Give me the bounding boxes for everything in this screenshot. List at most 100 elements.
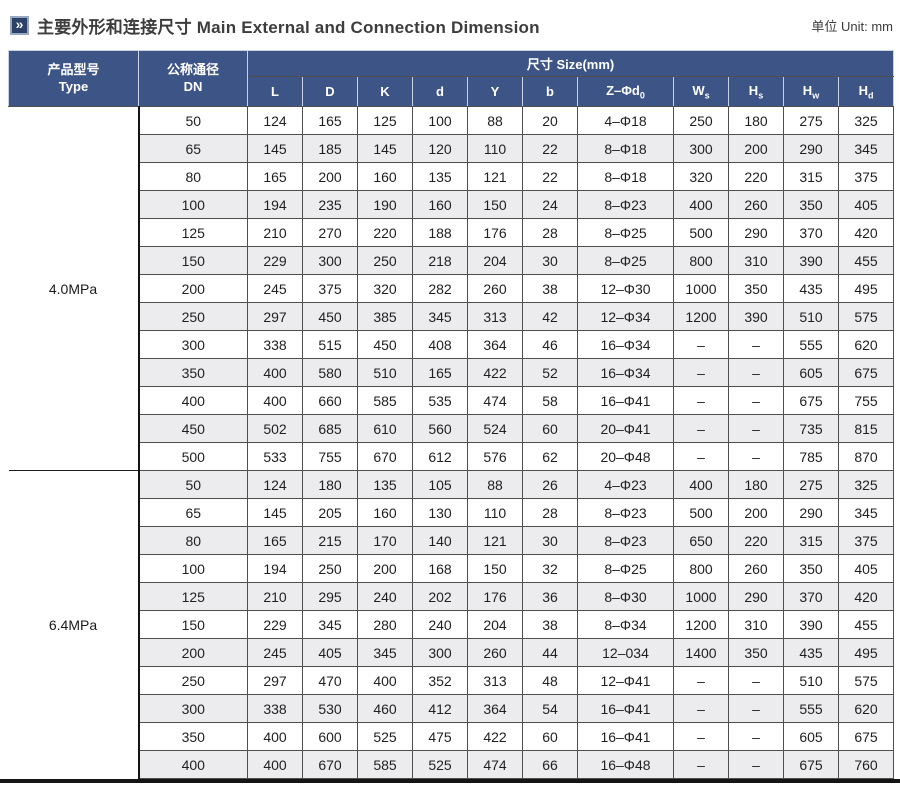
dn-cell: 50: [138, 106, 248, 135]
value-cell: 60: [522, 414, 578, 443]
value-cell: 605: [783, 358, 839, 387]
value-cell: 210: [247, 582, 303, 611]
value-cell: 510: [783, 666, 839, 695]
type-header-zh: 产品型号: [47, 62, 100, 78]
column-header-Z-d0: Z–Φd0: [577, 76, 674, 107]
value-cell: 405: [837, 190, 895, 219]
value-cell: 240: [357, 582, 413, 611]
value-cell: 315: [783, 162, 839, 191]
value-cell: 290: [728, 582, 784, 611]
value-cell: 62: [522, 442, 578, 471]
dimension-table-body: 4.0MPa 50 124 165 125 100 88 20 4–Φ18 250 180 275 32…: [8, 106, 895, 779]
value-cell: 110: [467, 498, 523, 527]
value-cell: 16–Φ41: [577, 722, 674, 751]
value-cell: 100: [412, 106, 468, 135]
value-cell: 270: [302, 218, 358, 247]
value-cell: 38: [522, 610, 578, 639]
value-cell: 204: [467, 246, 523, 275]
dn-cell: 80: [138, 526, 248, 555]
value-cell: 870: [837, 442, 895, 471]
value-cell: 160: [412, 190, 468, 219]
value-cell: 12–Φ30: [577, 274, 674, 303]
value-cell: –: [673, 358, 729, 387]
value-cell: 58: [522, 386, 578, 415]
value-cell: 502: [247, 414, 303, 443]
value-cell: 240: [412, 610, 468, 639]
value-cell: 422: [467, 358, 523, 387]
value-cell: 675: [837, 358, 895, 387]
value-cell: 297: [247, 666, 303, 695]
column-header-size: 尺寸 Size(mm): [246, 50, 895, 77]
value-cell: 495: [837, 638, 895, 667]
dn-cell: 65: [138, 134, 248, 163]
value-cell: 800: [673, 246, 729, 275]
value-cell: –: [673, 386, 729, 415]
value-cell: 420: [837, 218, 895, 247]
value-cell: 400: [247, 386, 303, 415]
value-cell: 140: [412, 526, 468, 555]
value-cell: 400: [357, 666, 413, 695]
dn-cell: 250: [138, 666, 248, 695]
value-cell: 435: [783, 638, 839, 667]
value-cell: 280: [357, 610, 413, 639]
value-cell: 290: [783, 498, 839, 527]
value-cell: 370: [783, 218, 839, 247]
value-cell: 525: [357, 722, 413, 751]
value-cell: 460: [357, 694, 413, 723]
dn-cell: 400: [138, 386, 248, 415]
value-cell: 28: [522, 498, 578, 527]
value-cell: 205: [302, 498, 358, 527]
value-cell: 515: [302, 330, 358, 359]
value-cell: 124: [247, 106, 303, 135]
value-cell: 620: [837, 330, 895, 359]
value-cell: 22: [522, 162, 578, 191]
value-cell: 176: [467, 582, 523, 611]
value-cell: 510: [357, 358, 413, 387]
value-cell: 26: [522, 470, 578, 499]
value-cell: 8–Φ23: [577, 526, 674, 555]
value-cell: 16–Φ41: [577, 386, 674, 415]
value-cell: 210: [247, 218, 303, 247]
value-cell: 1400: [673, 638, 729, 667]
value-cell: 400: [673, 470, 729, 499]
value-cell: 400: [247, 722, 303, 751]
column-header-Hd: Hd: [837, 76, 895, 107]
value-cell: 422: [467, 722, 523, 751]
value-cell: 575: [837, 666, 895, 695]
value-cell: 675: [783, 386, 839, 415]
value-cell: 4–Φ23: [577, 470, 674, 499]
value-cell: 400: [673, 190, 729, 219]
value-cell: 815: [837, 414, 895, 443]
value-cell: 88: [467, 470, 523, 499]
value-cell: 202: [412, 582, 468, 611]
dn-cell: 400: [138, 750, 248, 779]
value-cell: 1200: [673, 610, 729, 639]
value-cell: 612: [412, 442, 468, 471]
page-title-zh: 主要外形和连接尺寸: [37, 17, 192, 37]
value-cell: –: [673, 750, 729, 779]
column-header-L: L: [247, 76, 303, 107]
bottom-rule: [0, 779, 900, 783]
value-cell: 180: [728, 470, 784, 499]
value-cell: 121: [467, 526, 523, 555]
value-cell: 52: [522, 358, 578, 387]
table-row: 100 194 235 190 160 150 24 8–Φ23 400 260 350 405: [9, 190, 895, 219]
value-cell: –: [728, 330, 784, 359]
value-cell: 364: [467, 330, 523, 359]
value-cell: 555: [783, 694, 839, 723]
value-cell: 390: [728, 302, 784, 331]
column-header-K: K: [357, 76, 413, 107]
value-cell: 345: [302, 610, 358, 639]
value-cell: 345: [357, 638, 413, 667]
value-cell: 245: [247, 638, 303, 667]
value-cell: 785: [783, 442, 839, 471]
value-cell: 42: [522, 302, 578, 331]
value-cell: 580: [302, 358, 358, 387]
value-cell: 110: [467, 134, 523, 163]
value-cell: 88: [467, 106, 523, 135]
value-cell: 260: [467, 638, 523, 667]
table-row: 65 145 205 160 130 110 28 8–Φ23 500 200 290 345: [9, 498, 895, 527]
value-cell: 455: [837, 246, 895, 275]
column-header-Hw: Hw: [783, 76, 839, 107]
value-cell: 250: [357, 246, 413, 275]
